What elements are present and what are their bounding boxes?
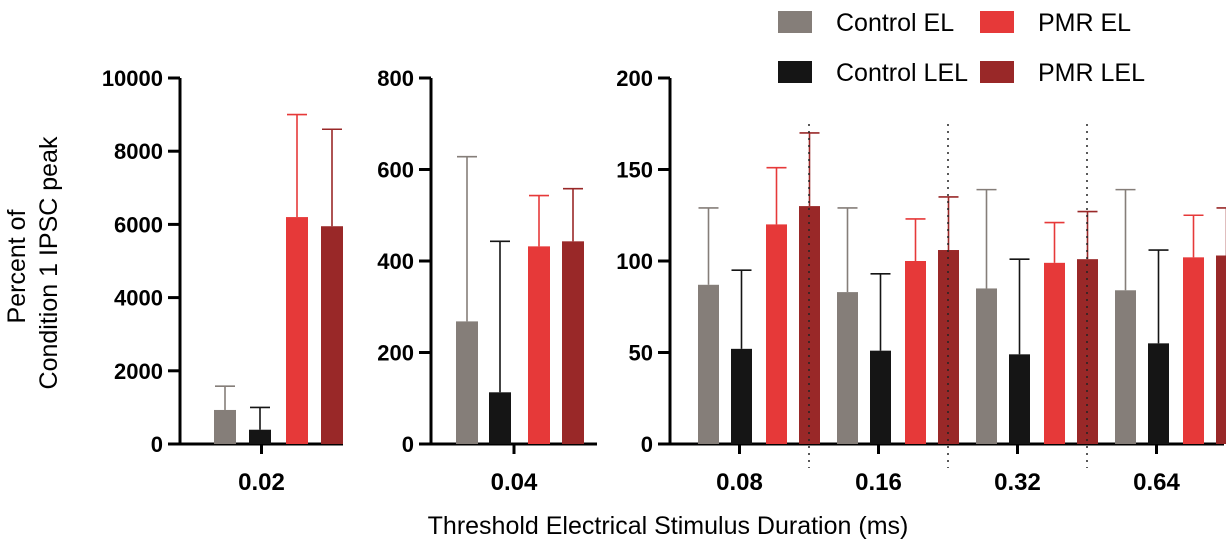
legend-swatch [778,61,812,83]
bar-pmr-el [286,217,308,444]
bar-pmr-el [528,246,550,444]
category-group-0.16: 0.16 [808,124,959,496]
legend: Control EL Control LEL PMR EL PMR LEL [778,9,1145,87]
x-tick-label: 0.08 [716,469,763,496]
y-tick-label: 50 [629,341,653,366]
chart-panel-3: 0 50 100 150 200 0.08 0.16 0.32 0.64 [616,66,1226,496]
category-group-0.32: 0.32 [947,124,1098,496]
legend-label: PMR LEL [1038,59,1145,87]
y-tick-label: 150 [616,158,653,183]
y-tick-label: 200 [616,66,653,91]
category-group-0.08: 0.08 [698,132,820,496]
y-tick-label: 6000 [114,212,163,237]
y-tick-label: 8000 [114,139,163,164]
y-tick-label: 0 [641,432,653,457]
y-tick-label: 10000 [102,66,163,91]
y-axis-title: Percent of Condition 1 IPSC peak [3,136,63,389]
x-tick-label: 0.02 [238,469,285,496]
x-axis-title: Threshold Electrical Stimulus Duration (… [428,512,909,540]
bar-control-lel [731,348,752,444]
legend-swatch [778,11,812,33]
y-tick-label: 800 [377,66,414,91]
legend-item: PMR EL [980,9,1131,37]
bar-control-el [698,284,719,444]
category-group-0.04: 0.04 [456,155,584,496]
legend-label: Control LEL [836,59,968,87]
bar-control-el [1115,290,1136,444]
x-tick-label: 0.32 [994,469,1041,496]
bar-control-lel [1009,354,1030,444]
legend-item: Control EL [778,9,954,37]
chart-panels: 02000400060008000100000.0202004006008000… [102,66,1226,496]
bar-pmr-lel [562,241,584,444]
y-tick-label: 400 [377,249,414,274]
bar-pmr-el [1183,257,1204,444]
y-tick-label: 0 [402,432,414,457]
bar-control-lel [870,350,891,444]
bar-control-lel [249,429,271,444]
y-tick-label: 2000 [114,359,163,384]
y-tick-label: 600 [377,158,414,183]
y-tick-label: 100 [616,249,653,274]
bar-pmr-lel [321,226,343,444]
bar-control-el [214,409,236,444]
y-tick-label: 4000 [114,286,163,311]
y-tick-label: 0 [151,432,163,457]
bar-pmr-el [905,261,926,444]
y-tick-label: 200 [377,341,414,366]
bar-control-lel [1148,343,1169,444]
y-axis-title-line-2: Condition 1 IPSC peak [35,136,63,389]
bar-pmr-el [1044,262,1065,444]
legend-label: Control EL [836,9,954,37]
bar-control-el [976,288,997,444]
chart-panel-1: 0 2000 4000 6000 8000 10000 0.02 [102,66,343,496]
y-axis-title-line-1: Percent of [3,209,31,323]
x-tick-label: 0.04 [491,469,538,496]
legend-label: PMR EL [1038,9,1131,37]
legend-swatch [980,61,1014,83]
x-tick-label: 0.64 [1133,469,1180,496]
bar-control-el [456,321,478,444]
category-group-0.64: 0.64 [1086,124,1226,496]
bar-pmr-lel [938,250,959,444]
bar-pmr-el [766,224,787,444]
legend-item: PMR LEL [980,59,1145,87]
bar-pmr-lel [1216,255,1226,444]
legend-swatch [980,11,1014,33]
bar-control-el [837,292,858,444]
legend-item: Control LEL [778,59,968,87]
bar-pmr-lel [1077,259,1098,444]
x-tick-label: 0.16 [855,469,902,496]
bar-control-lel [489,392,511,444]
chart-panel-2: 0 200 400 600 800 0.04 [377,66,597,496]
bar-pmr-lel [799,206,820,444]
category-group-0.02: 0.02 [214,113,343,496]
